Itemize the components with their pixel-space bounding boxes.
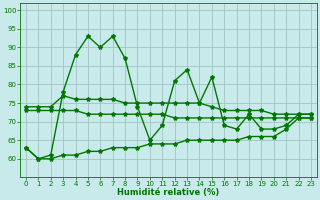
- X-axis label: Humidité relative (%): Humidité relative (%): [117, 188, 220, 197]
